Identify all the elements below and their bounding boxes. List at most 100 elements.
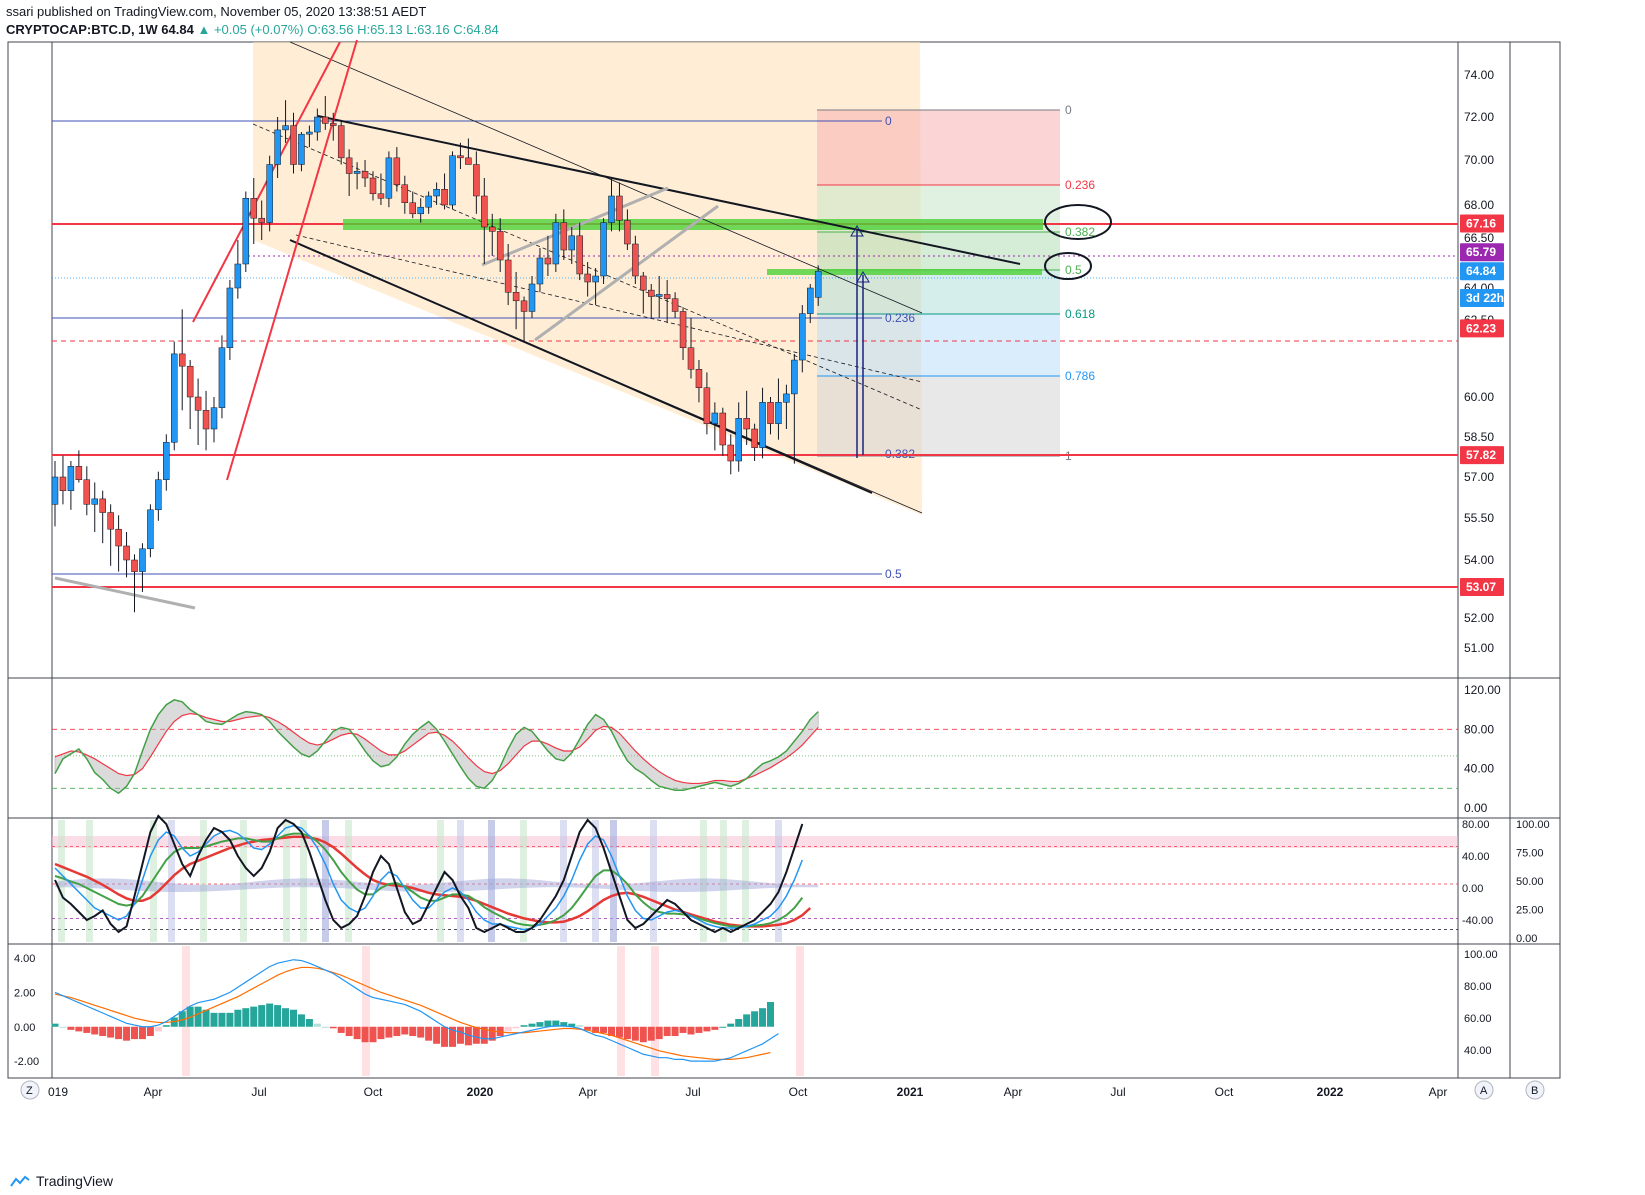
candle-body (258, 217, 265, 223)
pane4-histogram-bar (520, 1025, 528, 1027)
pane4-signal-line (54, 966, 771, 1061)
pane4-histogram-bar (663, 1026, 671, 1037)
candle-body (759, 402, 766, 448)
pane4-histogram-bar (202, 1009, 210, 1027)
pane4-tick-right: 100.00 (1464, 949, 1498, 961)
fib-level-label: 0.5 (1065, 263, 1082, 277)
candle-body (528, 283, 536, 312)
pane3-tick-left: -40.00 (1462, 915, 1493, 927)
candle-body (799, 313, 806, 361)
symbol-name[interactable]: CRYPTOCAP:BTC.D, 1W (6, 22, 158, 37)
candle-body (337, 125, 345, 159)
pane4-histogram-bar (480, 1026, 488, 1044)
candle-body (226, 287, 234, 348)
zoom-z-icon (20, 1080, 40, 1100)
fib-level-label: 0.618 (1065, 307, 1095, 321)
pane4-histogram-bar (687, 1026, 695, 1035)
x-axis-label: 2022 (1317, 1085, 1344, 1099)
gray-base-line (54, 576, 196, 610)
pane3-highlight-stripe (592, 820, 599, 942)
zoom-z-button[interactable]: Z (20, 1080, 40, 1100)
pane4-histogram-bar (623, 1026, 631, 1040)
pane4-histogram-bar (250, 1006, 258, 1027)
price-label-tag (1460, 243, 1504, 262)
pane2-tick-label: 80.00 (1464, 722, 1494, 736)
pane4-tick-right: 60.00 (1464, 1013, 1492, 1025)
x-axis-label: Oct (364, 1085, 383, 1099)
footer: TradingView (0, 1165, 1645, 1195)
pane4-histogram-bar (178, 1011, 186, 1027)
pane3-highlight-stripe (168, 820, 175, 942)
pane4-histogram-bar (512, 1026, 520, 1029)
pane4-histogram-bar (131, 1026, 138, 1040)
price-tick-label: 57.00 (1464, 470, 1494, 484)
x-axis-label: Apr (1429, 1085, 1448, 1099)
candle-body (163, 442, 170, 480)
pane4-histogram-bar (409, 1026, 417, 1037)
price-tag-text: 53.07 (1466, 580, 1496, 594)
pane4-histogram-bar (75, 1026, 83, 1032)
pane4-histogram-bar (472, 1026, 480, 1044)
candle-body (433, 189, 440, 197)
candle-body (194, 396, 202, 411)
pane4-histogram-bar (767, 1002, 774, 1027)
pane4-histogram-bar (751, 1011, 759, 1027)
b-icon (1525, 1080, 1545, 1100)
pane4-histogram-bar (552, 1020, 560, 1027)
pane4-histogram-bar (536, 1022, 544, 1027)
candle-body (401, 184, 409, 203)
candle-body (592, 275, 599, 283)
pane2-tick-label: 40.00 (1464, 762, 1494, 776)
pane4-highlight-stripe (651, 946, 659, 1076)
pane4-histogram-bar (154, 1026, 162, 1032)
fib-left-label: 0 (885, 114, 892, 128)
pane3-highlight-stripe (200, 820, 207, 942)
pane4-histogram-bar (631, 1026, 639, 1041)
pane4-histogram-bar (353, 1026, 361, 1040)
pane4-histogram-bar (67, 1026, 75, 1030)
price-tick-label: 51.00 (1464, 641, 1494, 655)
pane2-main-line (54, 699, 819, 795)
gray-flag-line (481, 186, 669, 267)
tradingview-logo-icon (10, 1175, 30, 1187)
candle-body (75, 466, 83, 480)
price-label-tag (1460, 319, 1504, 338)
candle-body (202, 410, 210, 430)
pane4-histogram-bar (282, 1008, 290, 1027)
pane4-histogram-bar (91, 1026, 99, 1035)
pane4-macd-line (54, 959, 779, 1062)
pane4-histogram-bar (425, 1026, 433, 1041)
pane4-tick-right: 40.00 (1464, 1045, 1492, 1057)
candle-body (147, 509, 154, 550)
candle-body (306, 131, 313, 135)
upper-trend-line (317, 115, 1021, 265)
b-button[interactable]: B (1525, 1080, 1545, 1100)
up-arrow-icon: ▲ (197, 22, 211, 37)
pane4-highlight-stripe (796, 946, 804, 1076)
ohlc-values: O:63.56 H:65.13 L:63.16 C:64.84 (307, 22, 499, 37)
pane4-highlight-stripe (617, 946, 625, 1076)
candle-body (83, 479, 91, 505)
price-tag-bg (1460, 243, 1504, 262)
pane4-histogram-bar (695, 1026, 703, 1033)
pane4-histogram-bar (615, 1026, 623, 1038)
price-tag-text: 67.16 (1466, 216, 1496, 230)
candle-body (385, 157, 393, 199)
candle-body (131, 559, 138, 572)
candle-body (751, 428, 758, 448)
pane3-cloud (55, 878, 819, 892)
candle-body (711, 412, 719, 424)
candle-body (377, 193, 385, 199)
candle-body (687, 347, 695, 370)
x-axis-label: Apr (579, 1085, 598, 1099)
pane3-tick-left: 40.00 (1462, 851, 1490, 863)
candle-body (473, 164, 480, 197)
candle-body (560, 222, 568, 251)
annotation-circle (1044, 204, 1112, 240)
pane4-histogram-bar (234, 1009, 242, 1027)
price-tick-label: 74.00 (1464, 68, 1494, 82)
pane4-histogram-bar (671, 1026, 679, 1037)
auto-scale-button[interactable]: A (1474, 1080, 1494, 1100)
pane3-tick-right: 25.00 (1516, 905, 1544, 917)
